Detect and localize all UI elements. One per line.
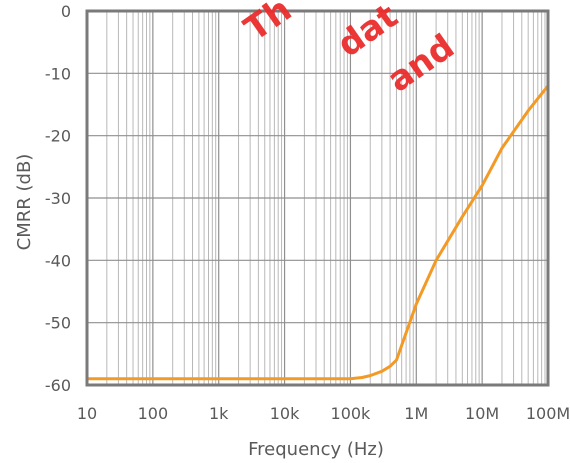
y-tick-label: -20 [45, 127, 71, 146]
x-tick-label: 10k [270, 404, 300, 423]
x-tick-label: 100 [138, 404, 169, 423]
x-tick-label: 100M [526, 404, 570, 423]
y-tick-label: -10 [45, 64, 71, 83]
x-tick-label: 10 [77, 404, 97, 423]
x-tick-label: 1M [404, 404, 428, 423]
y-tick-label: -50 [45, 314, 71, 333]
y-tick-label: -30 [45, 189, 71, 208]
x-tick-label: 100k [331, 404, 372, 423]
y-tick-label: -40 [45, 251, 71, 270]
watermark: Th dat and [237, 0, 462, 100]
y-tick-label: 0 [61, 2, 71, 21]
x-tick-label: 1k [209, 404, 229, 423]
y-tick-labels: 0 -10 -20 -30 -40 -50 -60 [45, 2, 71, 395]
cmrr-series-line [85, 84, 550, 381]
watermark-text-1: Th [237, 0, 299, 49]
plot-frame [85, 9, 550, 387]
x-axis-title: Frequency (Hz) [248, 439, 384, 460]
x-tick-label: 10M [465, 404, 499, 423]
y-axis-title: CMRR (dB) [14, 154, 35, 251]
y-tick-label: -60 [45, 376, 71, 395]
x-tick-labels: 10 100 1k 10k 100k 1M 10M 100M [77, 404, 570, 423]
